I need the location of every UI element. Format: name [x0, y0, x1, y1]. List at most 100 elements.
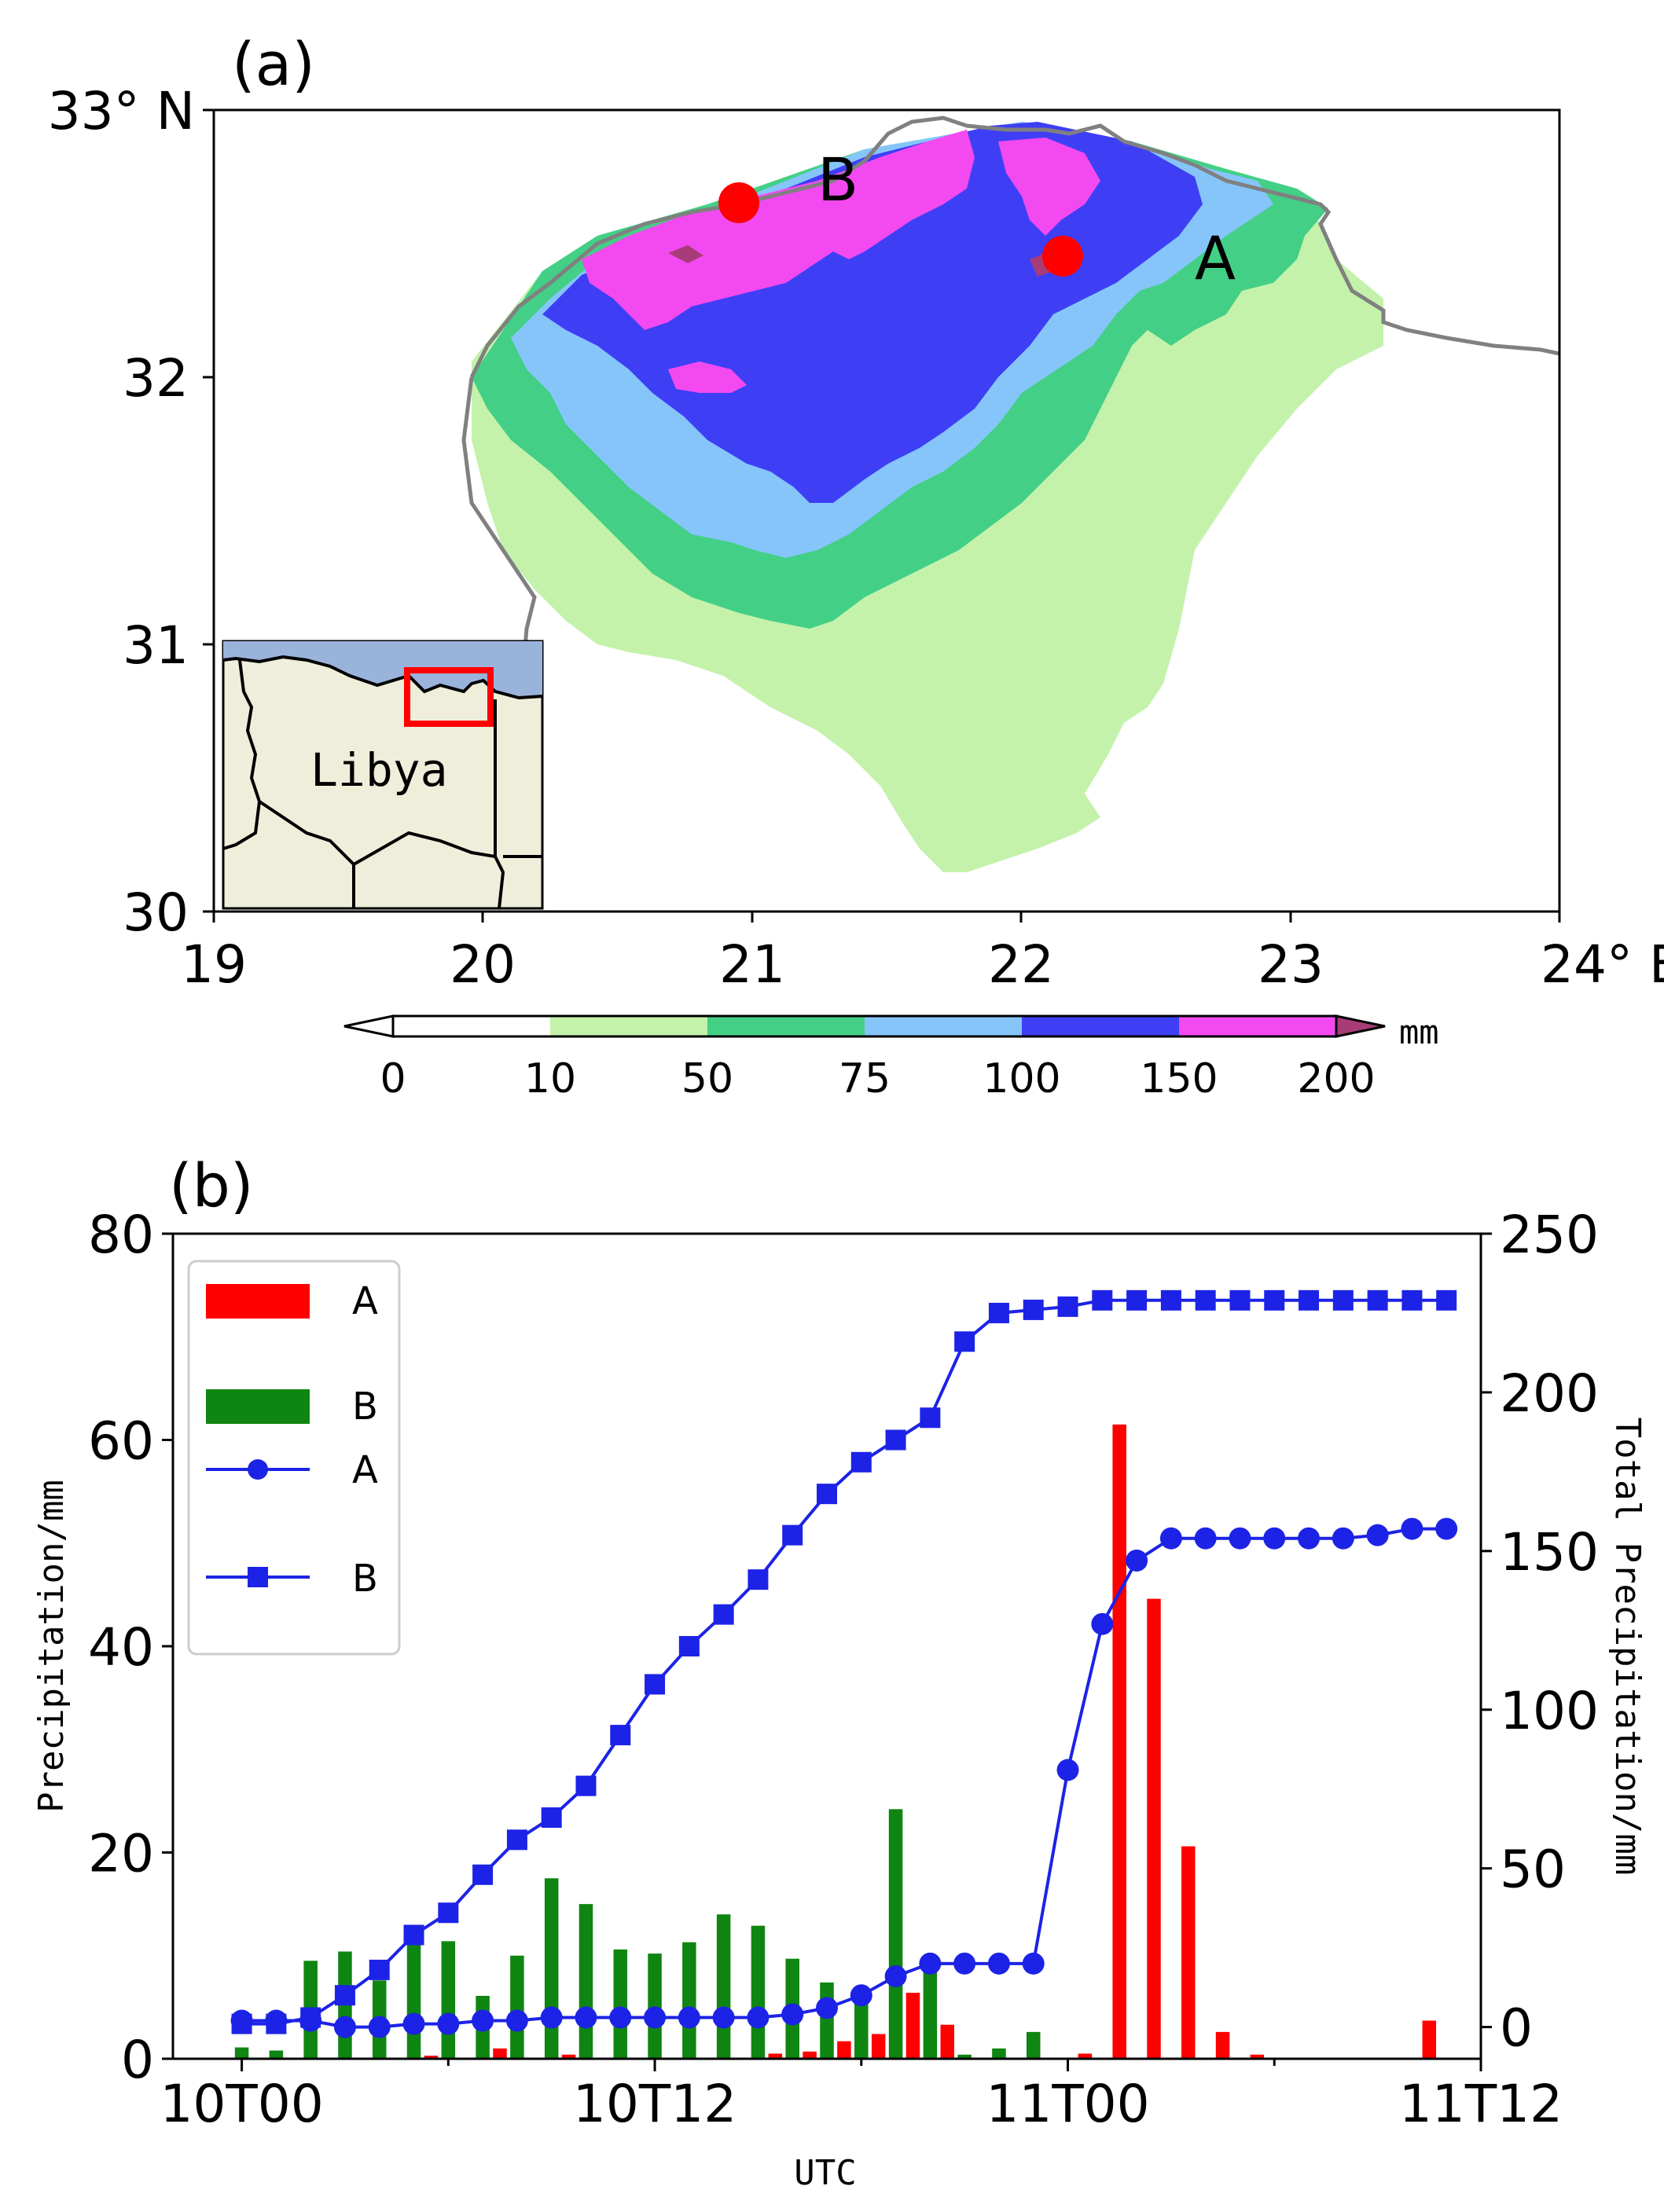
point-b-29 [1229, 1289, 1251, 1311]
station-b-label: B [817, 145, 858, 215]
legend-swatch-bar-b [206, 1389, 310, 1424]
y-axis-label-right: Total Precipitation/mm [1607, 1418, 1647, 1876]
station-a-marker [1042, 236, 1083, 277]
point-a-34 [1401, 1517, 1423, 1540]
map-ytick-30: 30 [123, 882, 189, 943]
point-b-34 [1401, 1289, 1423, 1311]
point-a-21 [953, 1952, 976, 1975]
bar-a-5 [424, 2056, 439, 2059]
legend-marker-line-b [248, 1567, 268, 1587]
bar-b-11 [613, 1949, 628, 2059]
bar-a-26 [1147, 1598, 1161, 2059]
point-a-23 [1022, 1952, 1045, 1975]
bar-a-28 [1215, 2031, 1230, 2059]
panel-a-label: (a) [232, 29, 315, 99]
map-xtick-21: 21 [719, 934, 785, 995]
point-a-9 [540, 2006, 563, 2029]
station-b-marker [718, 182, 759, 223]
y-tick-label-20: 20 [88, 1824, 154, 1884]
bar-a-25 [1112, 1424, 1126, 2059]
legend-label-bar-b: B [352, 1385, 378, 1429]
point-b-2 [300, 2007, 321, 2028]
bar-a-17 [837, 2041, 851, 2059]
bar-b-8 [510, 1955, 524, 2059]
colorbar-tick-150: 150 [1140, 1055, 1218, 1102]
point-b-15 [748, 1569, 769, 1590]
point-b-30 [1264, 1289, 1285, 1311]
contour-150-200 [582, 130, 975, 330]
point-a-31 [1298, 1527, 1321, 1550]
contour-150-200-south [668, 361, 747, 393]
y-right-tick-label-0: 0 [1500, 1998, 1533, 2059]
map-xtick-19: 19 [181, 934, 247, 995]
point-a-28 [1194, 1527, 1217, 1550]
lines-layer [230, 1289, 1458, 2038]
bar-b-1 [269, 2050, 284, 2059]
bar-b-0 [234, 2047, 249, 2059]
bar-b-18 [854, 1990, 869, 2059]
legend-swatch-bar-a [206, 1284, 310, 1319]
point-b-12 [645, 1674, 666, 1695]
x-tick-label-2: 11T00 [986, 2074, 1149, 2134]
bar-b-5 [406, 1942, 421, 2059]
inset-box [404, 667, 494, 727]
map-ytick-31: 31 [123, 615, 189, 676]
colorbar-tick-100: 100 [983, 1055, 1060, 1102]
y-right-tick-label-100: 100 [1500, 1681, 1599, 1741]
point-a-4 [368, 2016, 391, 2038]
bar-b-12 [648, 1953, 662, 2059]
point-b-33 [1367, 1289, 1388, 1311]
inset-sea [223, 641, 542, 698]
map-axes: 19 20 21 22 23 24° E 30 31 32 33° N [48, 81, 1664, 995]
point-b-27 [1160, 1289, 1181, 1311]
inset-borders [222, 659, 542, 909]
point-b-9 [541, 1807, 562, 1829]
point-b-16 [782, 1524, 803, 1546]
point-b-19 [885, 1429, 906, 1451]
point-b-32 [1332, 1289, 1354, 1311]
bars-layer [234, 1424, 1437, 2059]
bar-b-19 [888, 1809, 903, 2059]
y-tick-label-60: 60 [88, 1411, 154, 1472]
point-b-22 [988, 1302, 1009, 1323]
y-tick-label-80: 80 [88, 1205, 154, 1265]
colorbar-tick-50: 50 [681, 1055, 733, 1102]
point-a-10 [575, 2006, 597, 2029]
bar-a-7 [493, 2048, 507, 2059]
y-right-tick-label-250: 250 [1500, 1205, 1599, 1265]
point-b-35 [1436, 1289, 1457, 1311]
y-right-tick-label-50: 50 [1500, 1840, 1566, 1900]
bar-a-15 [768, 2053, 783, 2059]
point-b-5 [403, 1924, 424, 1946]
colorbar: mm 0 10 50 75 100 150 200 [343, 1013, 1439, 1102]
bar-b-17 [820, 1982, 834, 2059]
station-a-label: A [1195, 223, 1236, 293]
point-a-24 [1056, 1759, 1079, 1781]
bar-a-20 [940, 2024, 955, 2059]
point-a-3 [333, 2016, 356, 2038]
point-b-24 [1057, 1296, 1078, 1317]
point-a-7 [472, 2009, 494, 2032]
y-tick-label-0: 0 [121, 2030, 154, 2090]
station-markers: B A [718, 145, 1236, 293]
x-tick-label-3: 11T12 [1399, 2074, 1563, 2134]
point-a-8 [505, 2009, 528, 2032]
map-xtick-23: 23 [1258, 934, 1324, 995]
legend-label-line-b: B [352, 1557, 378, 1601]
point-b-0 [231, 2013, 252, 2034]
coastline [469, 116, 1559, 379]
point-a-30 [1263, 1527, 1286, 1550]
precip-map [461, 116, 1559, 872]
point-a-19 [884, 1965, 907, 1987]
bar-a-9 [561, 2054, 576, 2059]
contour-150-200-east [998, 138, 1100, 236]
bar-b-10 [579, 1904, 593, 2059]
point-a-27 [1159, 1527, 1182, 1550]
bar-a-18 [871, 2034, 886, 2059]
bar-b-15 [751, 1925, 766, 2059]
point-a-16 [781, 2003, 804, 2026]
bar-b-22 [992, 2048, 1006, 2059]
map-ytick-32: 32 [123, 348, 189, 409]
point-b-17 [817, 1484, 837, 1505]
colorbar-unit: mm [1399, 1013, 1439, 1051]
